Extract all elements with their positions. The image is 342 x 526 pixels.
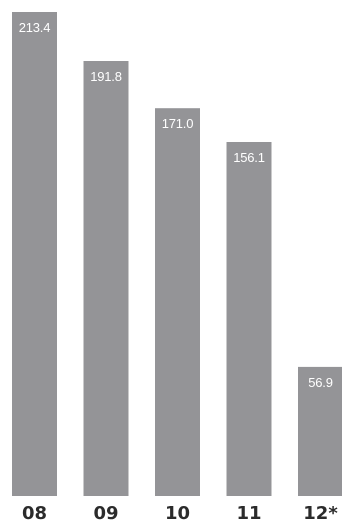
bar-value-label: 156.1 — [233, 150, 265, 165]
bar-09 — [83, 61, 129, 496]
bar-value-label: 171.0 — [162, 116, 194, 131]
x-axis-tick-labels: 08 09 10 11 12* — [22, 503, 338, 524]
bar-11 — [226, 142, 272, 496]
x-tick-label: 12* — [303, 503, 338, 524]
x-tick-label: 11 — [236, 503, 261, 524]
x-tick-label: 09 — [93, 503, 118, 524]
value-labels-group: 213.4 191.8 171.0 156.1 56.9 — [19, 20, 333, 390]
x-tick-label: 08 — [22, 503, 47, 524]
bar-value-label: 213.4 — [19, 20, 51, 35]
bar-10 — [155, 108, 200, 496]
bar-08 — [12, 12, 57, 496]
x-tick-label: 10 — [165, 503, 190, 524]
bar-value-label: 191.8 — [90, 69, 122, 84]
bar-value-label: 56.9 — [308, 375, 333, 390]
bar-12* — [298, 366, 342, 496]
bars-group — [12, 12, 342, 496]
